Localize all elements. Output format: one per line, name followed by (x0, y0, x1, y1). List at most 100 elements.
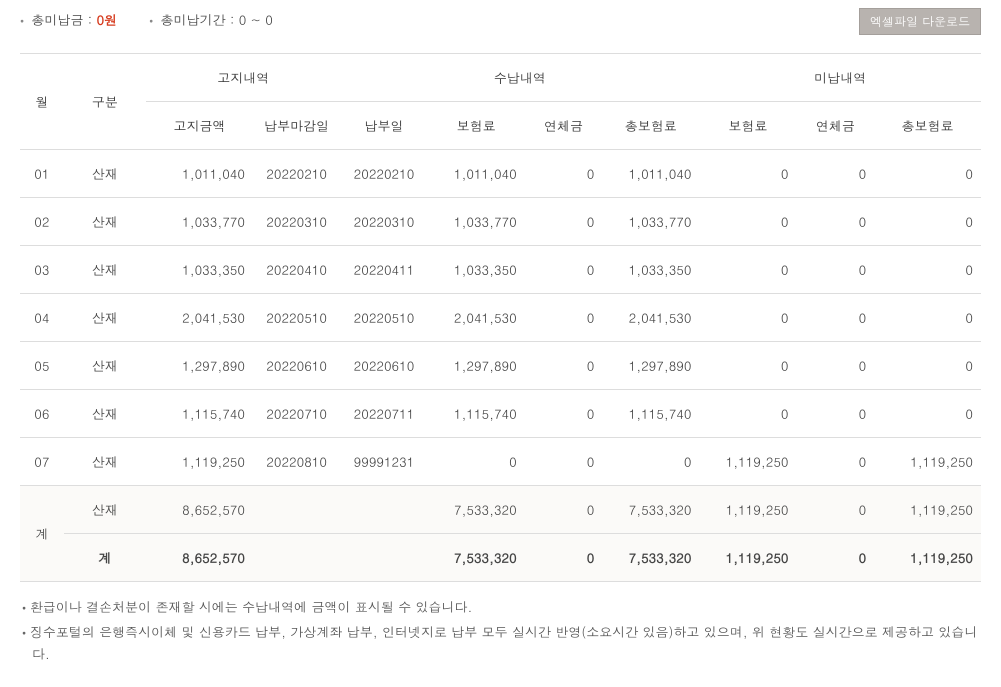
unpaid-amount-value: 0원 (97, 10, 118, 29)
col-pay-premium: 보험료 (428, 102, 525, 150)
cell-pay-late: 0 (525, 198, 603, 246)
cell-bill-amount: 1,033,350 (146, 246, 253, 294)
cell-type: 산재 (64, 198, 147, 246)
cell-type: 계 (64, 534, 147, 582)
cell-pay-late: 0 (525, 390, 603, 438)
note-2: 징수포털의 은행즉시이체 및 신용카드 납부, 가상계좌 납부, 인터넷지로 납… (20, 621, 981, 666)
cell-pay-total: 7,533,320 (602, 534, 699, 582)
cell-bill-due: 20220610 (253, 342, 340, 390)
cell-bill-amount: 1,297,890 (146, 342, 253, 390)
cell-bill-due: 20220410 (253, 246, 340, 294)
cell-type: 산재 (64, 342, 147, 390)
cell-bill-due (253, 534, 340, 582)
cell-unpaid-total: 1,119,250 (874, 438, 981, 486)
cell-bill-amount: 1,119,250 (146, 438, 253, 486)
cell-bill-due: 20220210 (253, 150, 340, 198)
cell-unpaid-premium: 0 (699, 342, 796, 390)
col-pay-date: 납부일 (340, 102, 427, 150)
cell-unpaid-premium: 0 (699, 198, 796, 246)
cell-bill-due: 20220710 (253, 390, 340, 438)
cell-bill-due: 20220310 (253, 198, 340, 246)
payment-table: 월 구분 고지내역 수납내역 미납내역 고지금액 납부마감일 납부일 보험료 연… (20, 53, 981, 582)
table-row: 04산재2,041,53020220510202205102,041,53002… (20, 294, 981, 342)
cell-bill-due: 20220510 (253, 294, 340, 342)
colgroup-pay: 수납내역 (340, 54, 699, 102)
cell-month: 01 (20, 150, 64, 198)
cell-pay-date: 20220310 (340, 198, 427, 246)
cell-pay-late: 0 (525, 294, 603, 342)
cell-pay-total: 1,011,040 (602, 150, 699, 198)
cell-month: 03 (20, 246, 64, 294)
cell-pay-premium: 1,115,740 (428, 390, 525, 438)
summary-row: 총미납금 : 0원 총미납기간 : 0 ~ 0 엑셀파일 다운로드 (20, 8, 981, 35)
cell-pay-premium: 1,297,890 (428, 342, 525, 390)
cell-bill-due: 20220810 (253, 438, 340, 486)
cell-pay-date: 20220711 (340, 390, 427, 438)
cell-unpaid-late: 0 (797, 390, 875, 438)
cell-pay-total: 7,533,320 (602, 486, 699, 534)
cell-month: 07 (20, 438, 64, 486)
cell-unpaid-late: 0 (797, 486, 875, 534)
table-row: 06산재1,115,74020220710202207111,115,74001… (20, 390, 981, 438)
cell-month: 02 (20, 198, 64, 246)
cell-unpaid-late: 0 (797, 438, 875, 486)
cell-unpaid-late: 0 (797, 342, 875, 390)
cell-pay-premium: 1,011,040 (428, 150, 525, 198)
cell-unpaid-late: 0 (797, 294, 875, 342)
cell-unpaid-premium: 0 (699, 294, 796, 342)
table-row: 05산재1,297,89020220610202206101,297,89001… (20, 342, 981, 390)
cell-pay-premium: 7,533,320 (428, 534, 525, 582)
cell-month: 계 (20, 486, 64, 582)
cell-pay-date: 20220411 (340, 246, 427, 294)
table-row: 03산재1,033,35020220410202204111,033,35001… (20, 246, 981, 294)
cell-pay-total: 1,033,770 (602, 198, 699, 246)
col-month: 월 (20, 54, 64, 150)
table-row: 07산재1,119,25020220810999912310001,119,25… (20, 438, 981, 486)
cell-bill-due (253, 486, 340, 534)
col-unpaid-late: 연체금 (797, 102, 875, 150)
cell-type: 산재 (64, 150, 147, 198)
cell-type: 산재 (64, 294, 147, 342)
cell-month: 05 (20, 342, 64, 390)
cell-pay-late: 0 (525, 534, 603, 582)
cell-type: 산재 (64, 246, 147, 294)
cell-month: 06 (20, 390, 64, 438)
unpaid-period: 총미납기간 : 0 ~ 0 (149, 10, 273, 29)
cell-pay-total: 1,033,350 (602, 246, 699, 294)
cell-unpaid-late: 0 (797, 534, 875, 582)
table-row: 01산재1,011,04020220210202202101,011,04001… (20, 150, 981, 198)
cell-unpaid-total: 0 (874, 246, 981, 294)
cell-pay-premium: 0 (428, 438, 525, 486)
cell-unpaid-premium: 1,119,250 (699, 486, 796, 534)
cell-month: 04 (20, 294, 64, 342)
cell-pay-date: 99991231 (340, 438, 427, 486)
cell-pay-date (340, 486, 427, 534)
table-body: 01산재1,011,04020220210202202101,011,04001… (20, 150, 981, 582)
cell-pay-date: 20220610 (340, 342, 427, 390)
cell-pay-premium: 2,041,530 (428, 294, 525, 342)
cell-pay-premium: 7,533,320 (428, 486, 525, 534)
cell-unpaid-total: 1,119,250 (874, 486, 981, 534)
cell-pay-date (340, 534, 427, 582)
unpaid-amount: 총미납금 : 0원 (20, 10, 117, 29)
cell-pay-late: 0 (525, 246, 603, 294)
cell-pay-late: 0 (525, 150, 603, 198)
cell-unpaid-total: 1,119,250 (874, 534, 981, 582)
cell-pay-premium: 1,033,770 (428, 198, 525, 246)
col-unpaid-total: 총보험료 (874, 102, 981, 150)
cell-pay-date: 20220210 (340, 150, 427, 198)
unpaid-amount-label: 총미납금 : (31, 10, 92, 29)
colgroup-unpaid: 미납내역 (699, 54, 981, 102)
cell-pay-date: 20220510 (340, 294, 427, 342)
cell-pay-late: 0 (525, 342, 603, 390)
summary: 총미납금 : 0원 총미납기간 : 0 ~ 0 (20, 8, 273, 29)
cell-pay-late: 0 (525, 486, 603, 534)
colgroup-bill: 고지내역 (146, 54, 340, 102)
cell-unpaid-late: 0 (797, 246, 875, 294)
cell-unpaid-premium: 0 (699, 246, 796, 294)
cell-unpaid-late: 0 (797, 198, 875, 246)
cell-unpaid-total: 0 (874, 294, 981, 342)
total-row: 계8,652,5707,533,32007,533,3201,119,25001… (20, 534, 981, 582)
excel-download-button[interactable]: 엑셀파일 다운로드 (859, 8, 981, 35)
cell-unpaid-premium: 1,119,250 (699, 534, 796, 582)
